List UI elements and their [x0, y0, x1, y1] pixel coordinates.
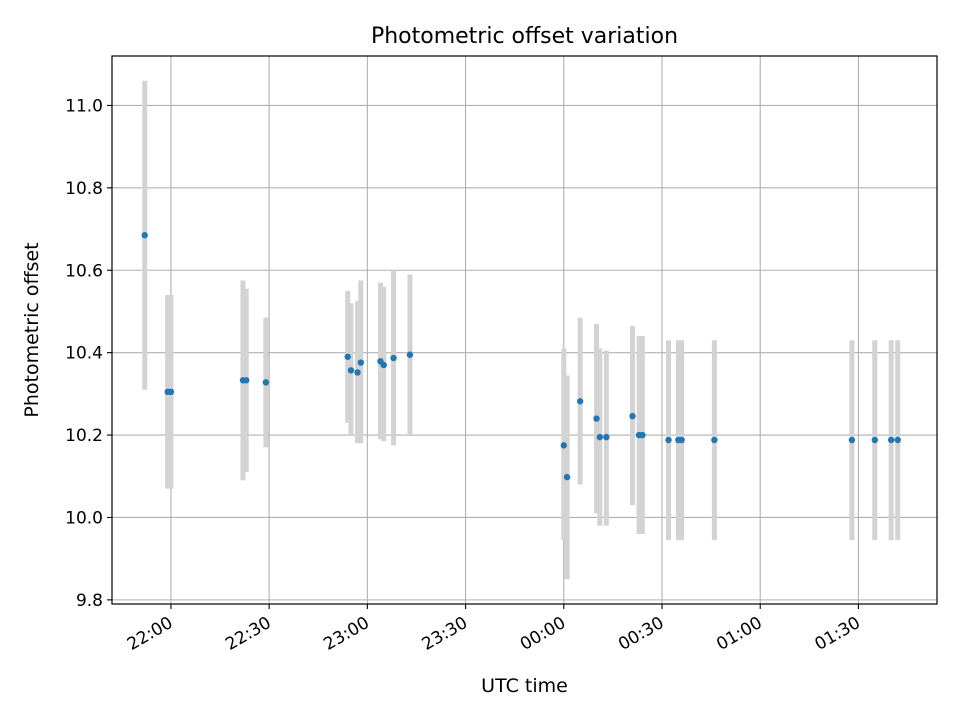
- plot-background: [112, 56, 937, 604]
- x-tick-label: 00:30: [615, 613, 667, 655]
- data-point: [678, 436, 685, 444]
- data-point: [596, 433, 603, 441]
- data-point: [354, 369, 361, 376]
- data-point: [603, 433, 610, 441]
- y-tick-label: 9.8: [76, 591, 103, 611]
- x-axis-label: UTC time: [481, 675, 568, 697]
- data-point: [563, 473, 571, 481]
- data-point: [871, 436, 878, 444]
- data-point: [629, 412, 636, 420]
- data-point: [560, 442, 567, 449]
- data-point: [894, 436, 901, 444]
- data-point: [711, 436, 718, 444]
- x-axis-ticks: 22:00 22:30 23:00 23:30 00:00 00:30 01:00 01:30: [124, 604, 864, 655]
- data-point: [406, 351, 414, 358]
- data-point: [390, 354, 397, 362]
- x-tick-label: 00:00: [517, 613, 569, 655]
- y-axis-label: Photometric offset: [21, 242, 43, 417]
- x-tick-label: 23:30: [419, 613, 471, 655]
- data-point: [576, 398, 584, 405]
- grid: [112, 56, 937, 604]
- data-point: [593, 415, 600, 422]
- x-tick-label: 22:30: [222, 613, 274, 655]
- y-tick-label: 10.8: [65, 179, 103, 199]
- data-point: [262, 379, 270, 386]
- data-point: [665, 436, 672, 444]
- y-tick-label: 10.4: [65, 344, 103, 364]
- y-tick-label: 10.2: [65, 426, 103, 446]
- data-point: [141, 232, 148, 239]
- data-point: [357, 359, 365, 366]
- y-axis-ticks: 9.8 10.0 10.2 10.4 10.6 10.8 11.0: [65, 96, 112, 611]
- y-tick-label: 10.6: [65, 261, 103, 281]
- data-point: [380, 361, 387, 369]
- data-point: [347, 367, 355, 374]
- data-points: [141, 232, 901, 481]
- x-tick-label: 01:30: [811, 613, 863, 655]
- data-point: [344, 353, 351, 360]
- y-tick-label: 10.0: [65, 508, 103, 528]
- x-tick-label: 23:00: [320, 613, 372, 655]
- data-point: [887, 436, 895, 444]
- plot-frame: [111, 55, 938, 605]
- data-point: [243, 377, 250, 384]
- x-tick-label: 22:00: [124, 613, 176, 655]
- chart-title: Photometric offset variation: [371, 24, 678, 49]
- y-tick-label: 11.0: [65, 96, 103, 116]
- x-tick-label: 01:00: [713, 613, 765, 655]
- data-point: [167, 388, 175, 396]
- data-point: [848, 436, 856, 444]
- data-point: [639, 431, 646, 439]
